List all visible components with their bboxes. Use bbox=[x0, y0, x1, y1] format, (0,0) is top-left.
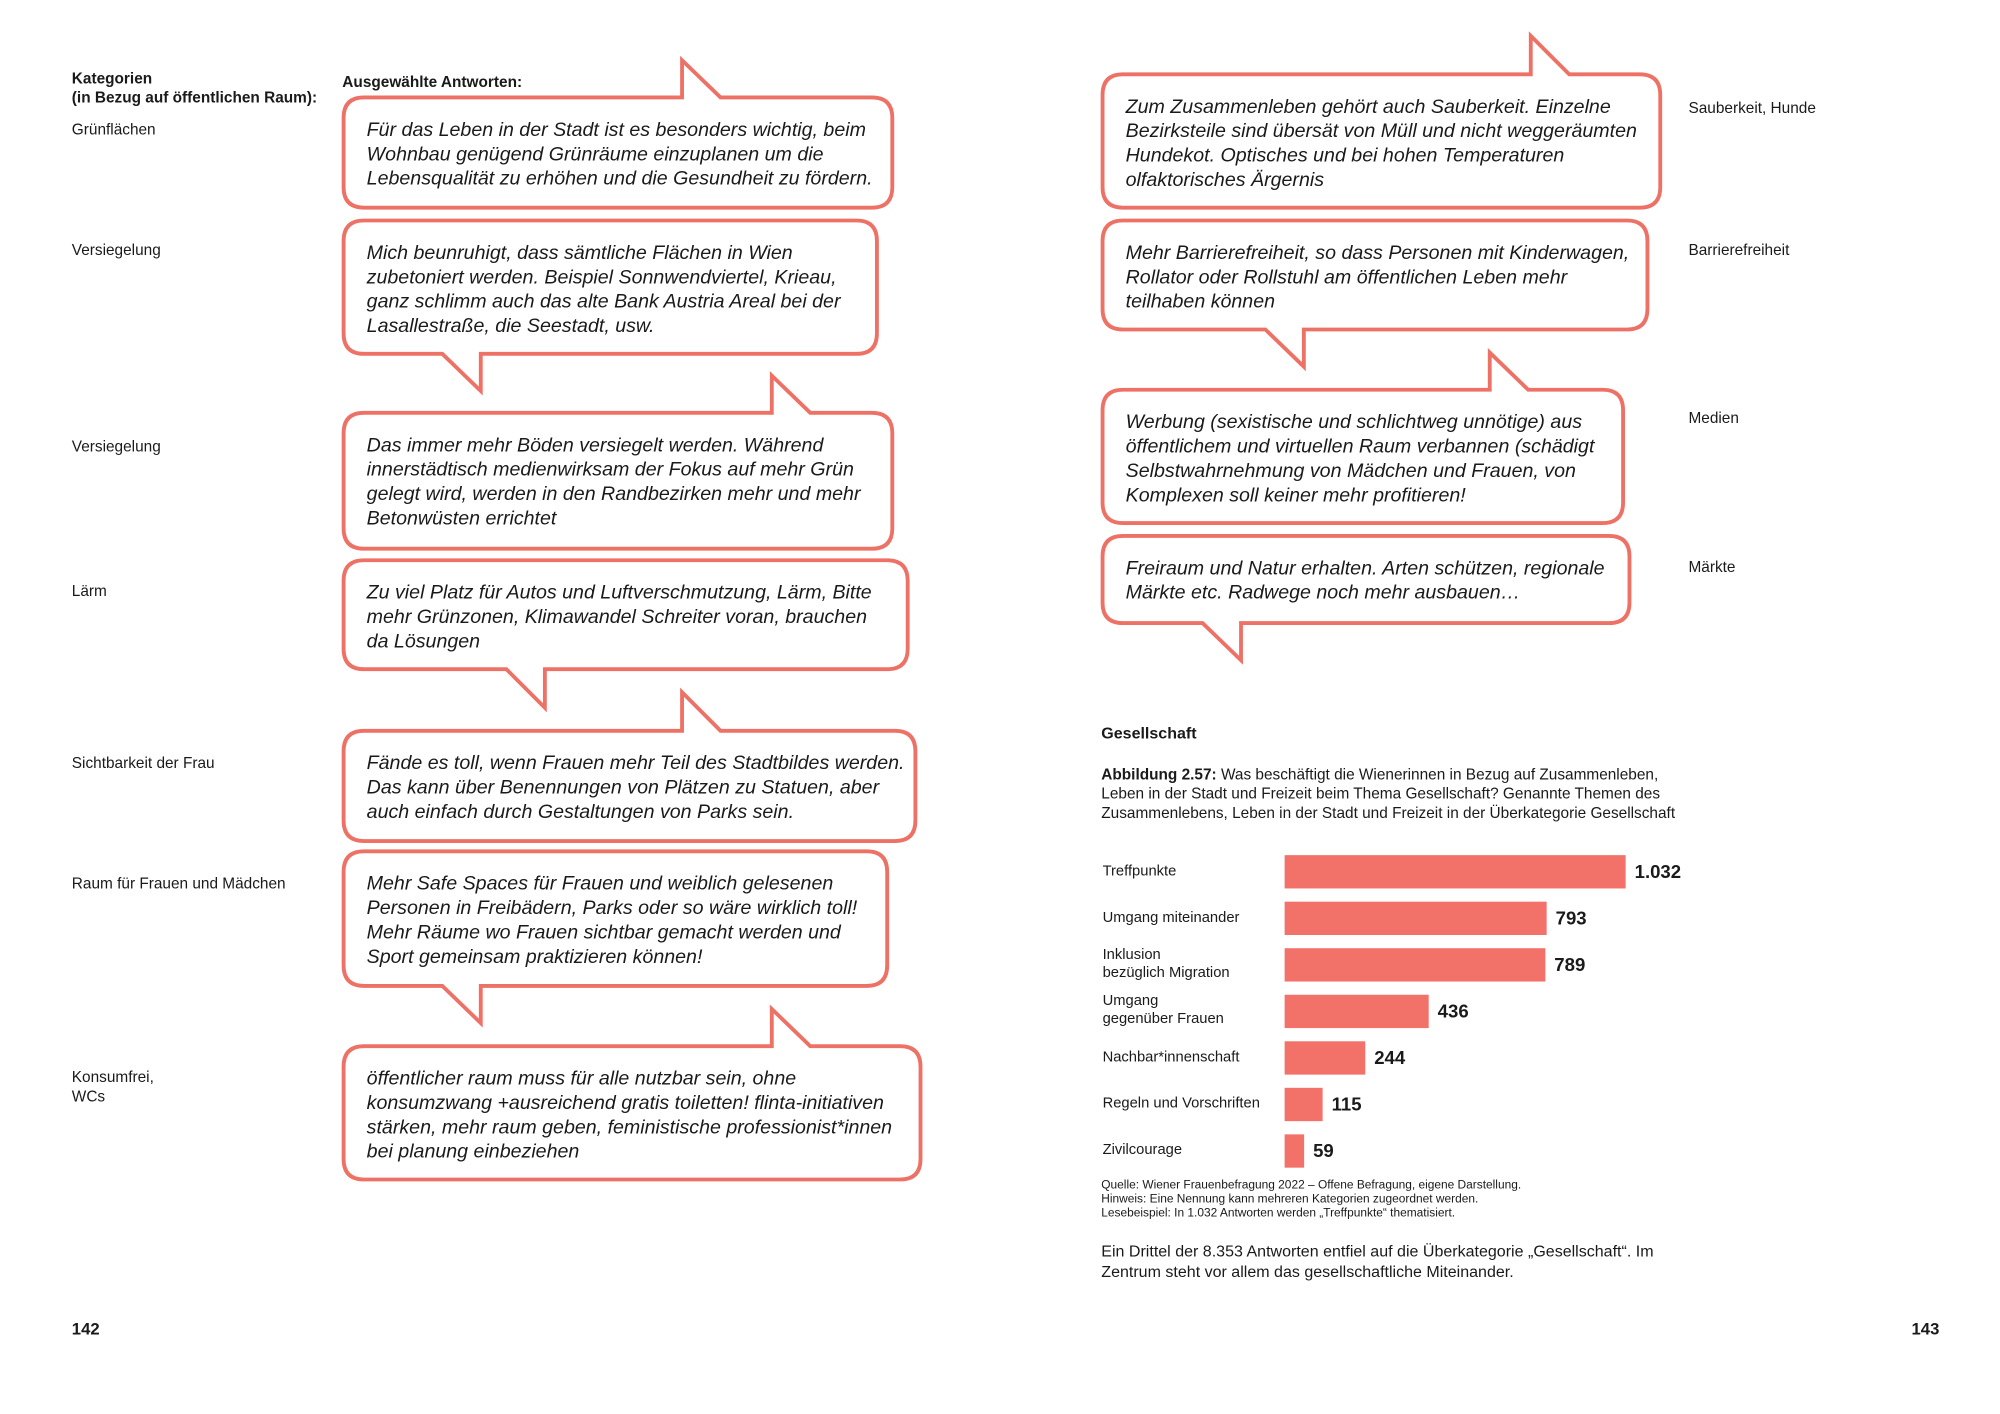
category-label: Nachbar*innenschaft bbox=[1102, 1049, 1240, 1065]
section-title: Gesellschaft bbox=[1101, 724, 1197, 743]
category-label: Sauberkeit, Hunde bbox=[1688, 98, 1816, 117]
value-label: 789 bbox=[1554, 954, 1585, 975]
quote-line: zubetoniert werden. Beispiel Sonnwendvie… bbox=[366, 266, 837, 288]
category-label: Regeln und Vorschriften bbox=[1102, 1096, 1260, 1112]
category-label: Umgang gegenüber Frauen bbox=[1102, 993, 1224, 1027]
category-label: Barrierefreiheit bbox=[1688, 241, 1790, 259]
note: Hinweis: Eine Nennung kann mehreren Kate… bbox=[1101, 1192, 1479, 1206]
quote-line: Hundekot. Optisches und bei hohen Temper… bbox=[1125, 144, 1565, 167]
bar bbox=[1284, 948, 1546, 982]
category-label: Sichtbarkeit der Frau bbox=[71, 753, 215, 772]
category-label: Treffpunkte bbox=[1102, 863, 1177, 879]
speech-bubble bbox=[341, 218, 879, 396]
quote-line: innerstädtisch medienwirksam der Fokus a… bbox=[366, 458, 854, 481]
quote-line: Lebensqualität zu erhöhen und die Gesund… bbox=[366, 167, 873, 190]
category-label: Medien bbox=[1688, 408, 1739, 427]
value-label: 59 bbox=[1313, 1140, 1334, 1161]
quote-line: bei planung einbeziehen bbox=[366, 1140, 580, 1163]
speech-bubble bbox=[341, 55, 895, 210]
quote-line: Personen in Freibädern, Parks oder so wä… bbox=[366, 896, 858, 919]
value-label: 436 bbox=[1438, 1001, 1469, 1022]
category-label: Versiegelung bbox=[71, 437, 161, 456]
quote-line: Mich beunruhigt, dass sämtliche Flächen … bbox=[366, 241, 793, 264]
bar bbox=[1284, 901, 1547, 935]
figure-label: Abbildung 2.57: bbox=[1101, 765, 1217, 784]
quote-line: Märkte etc. Radwege noch mehr ausbauen… bbox=[1125, 581, 1521, 604]
quote-line: stärken, mehr raum geben, feministische … bbox=[366, 1116, 893, 1138]
speech-bubble bbox=[341, 849, 890, 1028]
quote-line: Sport gemeinsam praktizieren können! bbox=[366, 945, 703, 968]
quote-line: Wohnbau genügend Grünräume einzuplanen u… bbox=[366, 142, 824, 165]
value-label: 1.032 bbox=[1635, 861, 1682, 882]
speech-bubble bbox=[1100, 533, 1632, 665]
categories-header: Kategorien (in Bezug auf öffentlichen Ra… bbox=[71, 69, 318, 107]
quote-line: Für das Leben in der Stadt ist es besond… bbox=[366, 118, 866, 141]
bar bbox=[1284, 1041, 1366, 1075]
category-label: Konsumfrei, WCs bbox=[71, 1067, 154, 1106]
speech-bubble bbox=[341, 371, 895, 551]
speech-bubble bbox=[341, 1004, 923, 1182]
bar bbox=[1284, 994, 1429, 1029]
value-label: 115 bbox=[1332, 1094, 1362, 1115]
quote-line: gelegt wird, werden in den Randbezirken … bbox=[366, 482, 861, 505]
category-label: Grünflächen bbox=[71, 120, 156, 139]
quote-line: Das immer mehr Böden versiegelt werden. … bbox=[366, 433, 824, 456]
speech-bubble bbox=[341, 558, 910, 713]
speech-bubble bbox=[1100, 31, 1663, 210]
quote-line: Das kann über Benennungen von Plätzen zu… bbox=[366, 776, 880, 799]
quote-line: ganz schlimm auch das alte Bank Austria … bbox=[366, 290, 841, 313]
summary: Ein Drittel der 8.353 Antworten entfiel … bbox=[1101, 1242, 1654, 1281]
value-label: 244 bbox=[1374, 1047, 1406, 1068]
quote-line: teilhaben können bbox=[1125, 290, 1276, 313]
quote-line: Lasallestraße, die Seestadt, usw. bbox=[366, 314, 655, 337]
quote-line: Freiraum und Natur erhalten. Arten schüt… bbox=[1125, 557, 1605, 579]
bar bbox=[1284, 855, 1626, 889]
page-number: 142 bbox=[71, 1319, 100, 1339]
quote-line: Selbstwahrnehmung von Mädchen und Frauen… bbox=[1125, 459, 1576, 482]
quote-line: auch einfach durch Gestaltungen von Park… bbox=[366, 800, 795, 823]
quote-line: Komplexen soll keiner mehr profitieren! bbox=[1125, 483, 1466, 506]
speech-bubble bbox=[1100, 218, 1650, 372]
quote-line: Bezirksteile sind übersät von Müll und n… bbox=[1125, 119, 1637, 142]
speech-bubble bbox=[341, 687, 918, 843]
quote-line: Fände es toll, wenn Frauen mehr Teil des… bbox=[366, 751, 905, 774]
quote-line: öffentlicher raum muss für alle nutzbar … bbox=[366, 1067, 797, 1090]
category-label: Lärm bbox=[71, 582, 107, 600]
quote-line: öffentlichem und virtuellen Raum verbann… bbox=[1125, 435, 1595, 458]
quote-line: olfaktorisches Ärgernis bbox=[1125, 168, 1325, 191]
quote-line: Betonwüsten errichtet bbox=[366, 507, 557, 529]
caption-text: Was beschäftigt die Wienerinnen in Bezug… bbox=[1101, 765, 1676, 822]
quote-line: Zu viel Platz für Autos und Luftverschmu… bbox=[366, 581, 872, 604]
bar bbox=[1284, 1087, 1323, 1122]
category-label: Inklusion bezüglich Migration bbox=[1102, 946, 1230, 981]
figure-caption: Abbildung 2.57: Was beschäftigt die Wien… bbox=[1101, 765, 1678, 823]
quote-line: mehr Grünzonen, Klimawandel Schreiter vo… bbox=[366, 605, 868, 628]
quote-line: Werbung (sexistische und schlichtweg unn… bbox=[1125, 410, 1583, 433]
category-label: Raum für Frauen und Mädchen bbox=[71, 874, 286, 893]
quote-line: Mehr Barrierefreiheit, so dass Personen … bbox=[1125, 241, 1630, 264]
answers-header: Ausgewählte Antworten: bbox=[342, 73, 523, 92]
quote-line: da Lösungen bbox=[366, 630, 481, 652]
note: Quelle: Wiener Frauenbefragung 2022 – Of… bbox=[1101, 1178, 1522, 1192]
quote-line: Zum Zusammenleben gehört auch Sauberkeit… bbox=[1125, 95, 1611, 118]
quote-line: Rollator oder Rollstuhl am öffentlichen … bbox=[1125, 266, 1568, 288]
category-label: Zivilcourage bbox=[1102, 1142, 1183, 1159]
speech-bubble bbox=[1100, 348, 1625, 525]
bar bbox=[1284, 1134, 1305, 1168]
quote-line: konsumzwang +ausreichend gratis toilette… bbox=[366, 1091, 884, 1114]
page-number: 143 bbox=[1911, 1319, 1940, 1339]
value-label: 793 bbox=[1556, 908, 1587, 929]
category-label: Märkte bbox=[1688, 557, 1736, 576]
quote-line: Mehr Safe Spaces für Frauen und weiblich… bbox=[366, 872, 834, 895]
category-label: Versiegelung bbox=[71, 241, 161, 259]
category-label: Umgang miteinander bbox=[1102, 909, 1240, 926]
quote-line: Mehr Räume wo Frauen sichtbar gemacht we… bbox=[366, 921, 841, 943]
note: Lesebeispiel: In 1.032 Antworten werden … bbox=[1101, 1206, 1456, 1220]
